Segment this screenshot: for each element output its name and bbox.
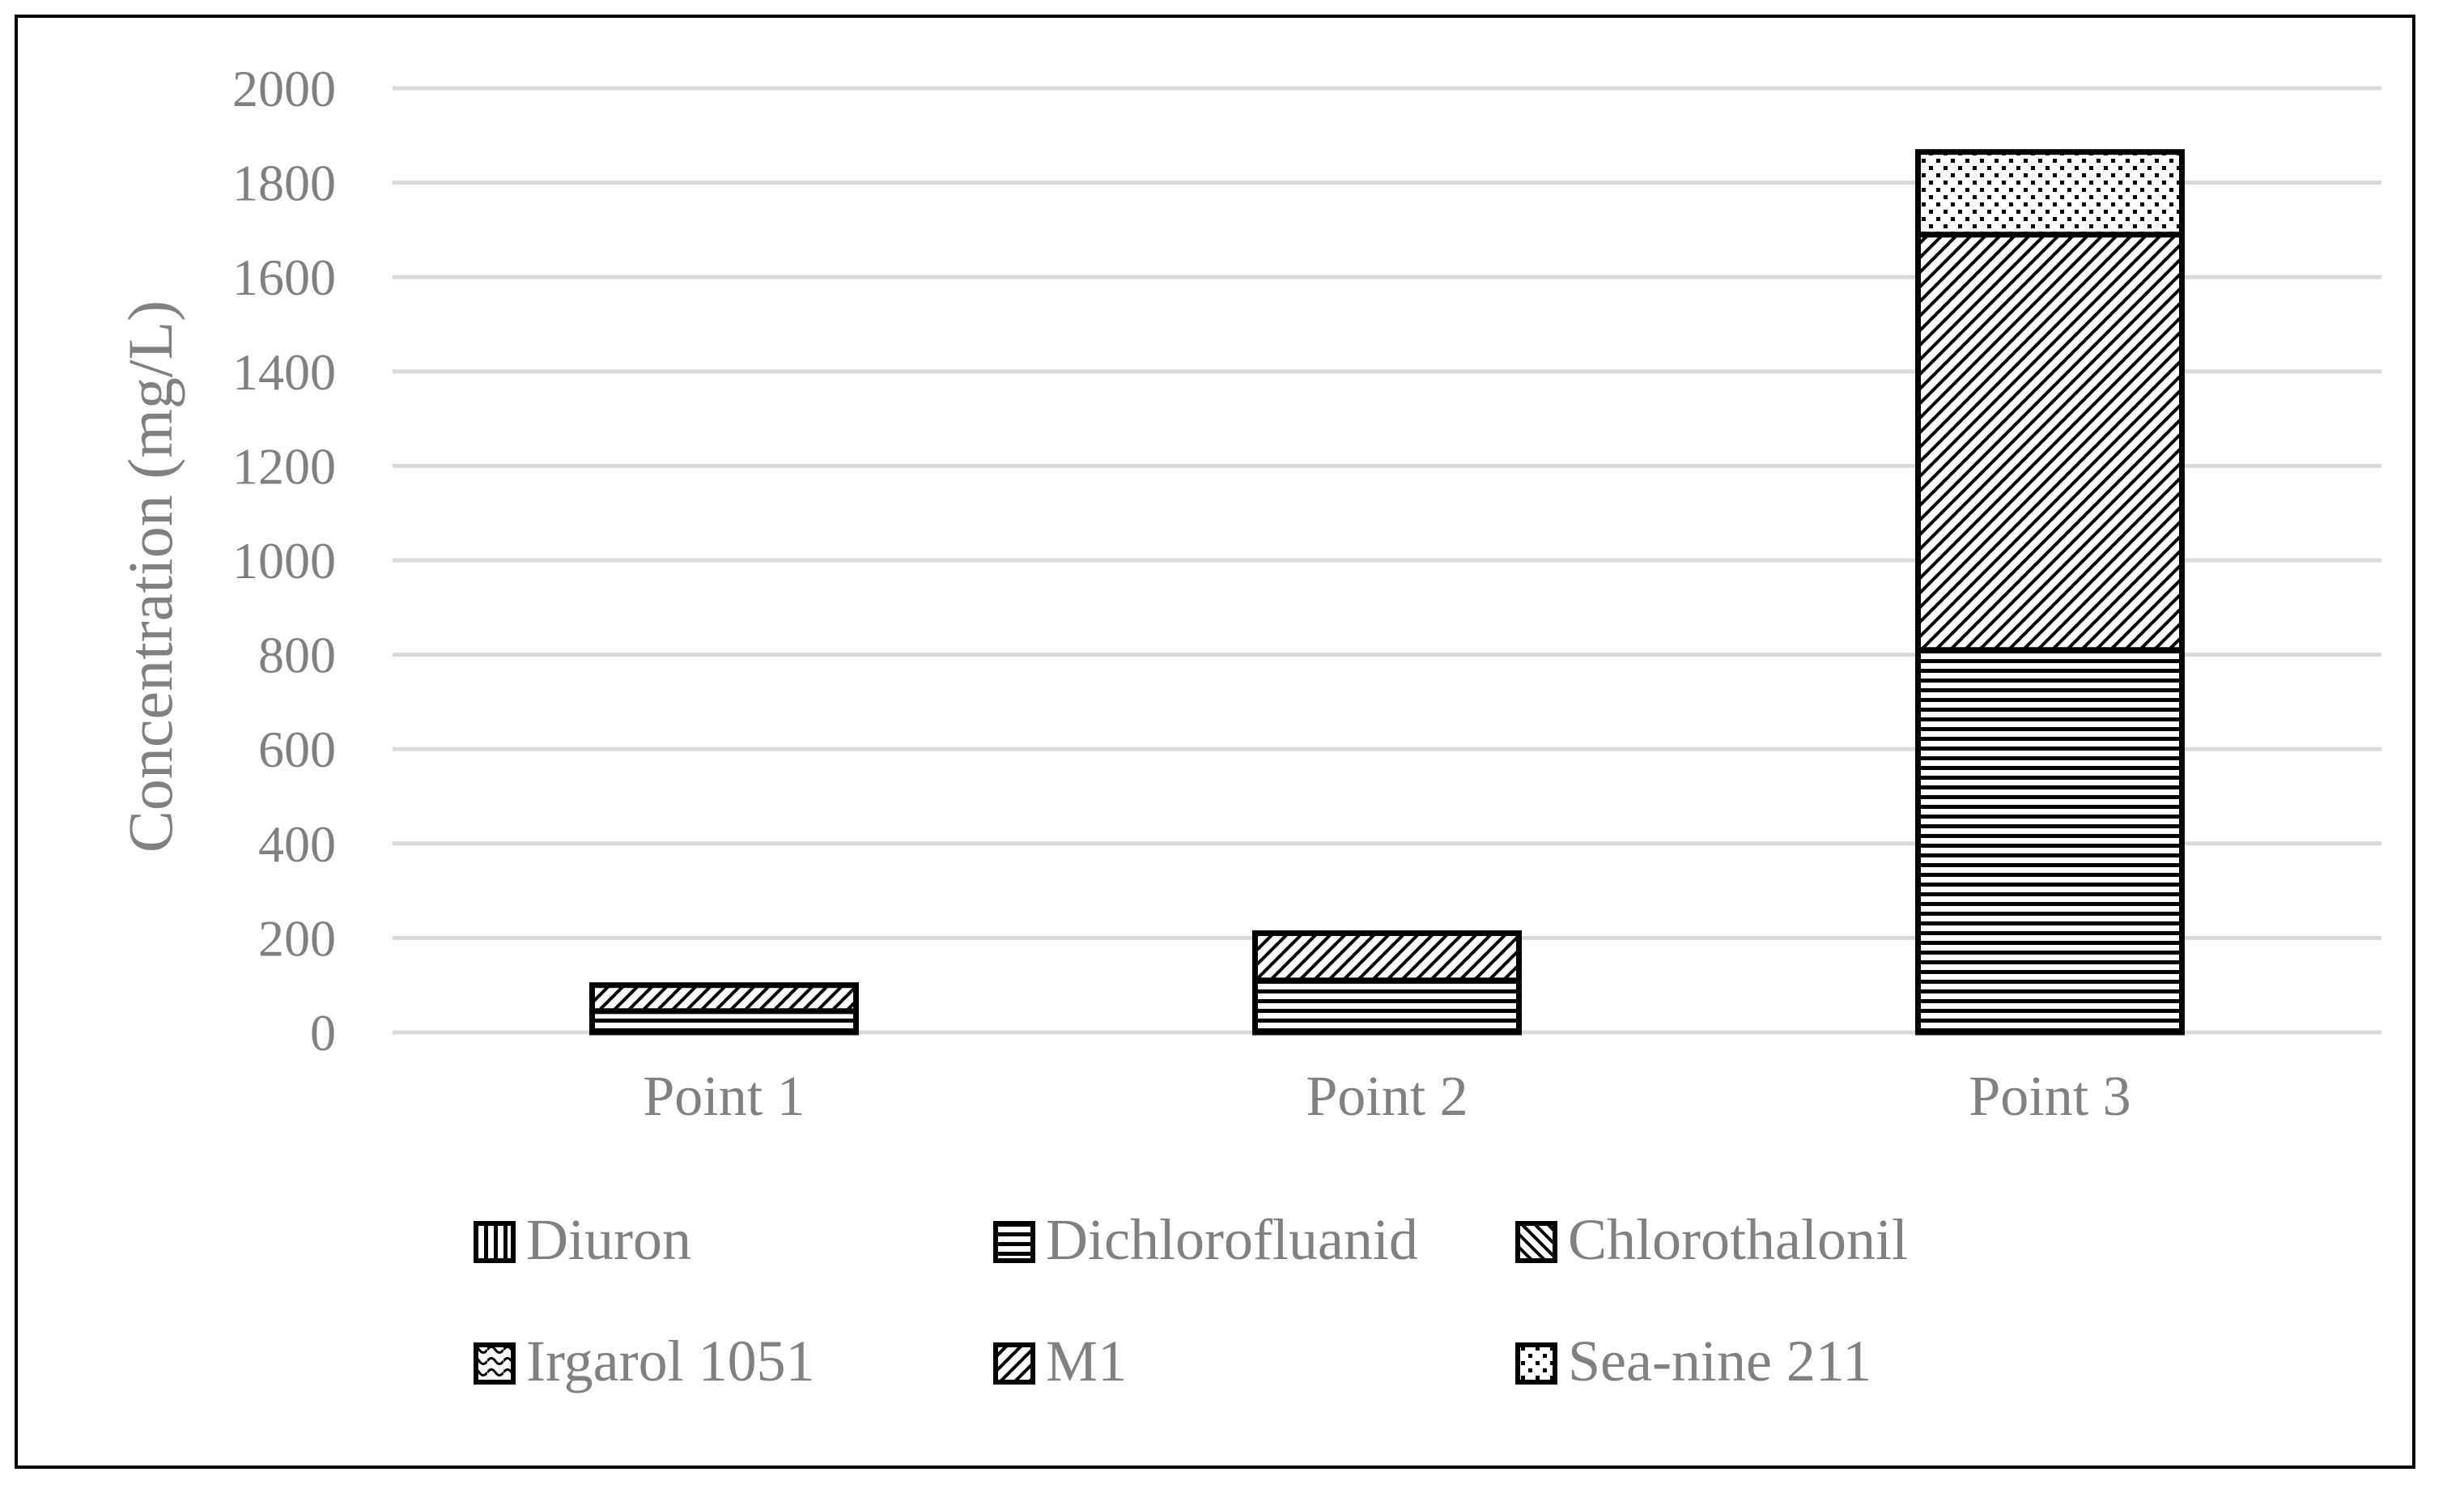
y-tick-label: 1200 bbox=[232, 437, 336, 495]
legend-swatch bbox=[474, 1342, 516, 1385]
bars bbox=[589, 149, 2185, 1036]
legend: Diuron Dichlorofluanid Chlorothalonil Irgar… bbox=[474, 1207, 1908, 1393]
bar-segment-dichlorofluanid-point-2 bbox=[1252, 977, 1522, 1036]
bar-segment-dichlorofluanid-point-3 bbox=[1915, 647, 2185, 1036]
y-tick-label: 0 bbox=[310, 1004, 336, 1061]
legend-swatch bbox=[993, 1342, 1035, 1385]
legend-label: Diuron bbox=[526, 1207, 691, 1272]
bar-segment-sea-nine-211-point-3 bbox=[1915, 149, 2185, 238]
y-axis-ticks: 0 200 400 600 800 1000 1200 1400 1600 1800 2000 bbox=[232, 60, 336, 1061]
stacked-bar-chart: 0 200 400 600 800 1000 1200 1400 1600 1800 2000 Po… bbox=[115, 60, 2381, 1393]
legend-label: Irgarol 1051 bbox=[526, 1329, 815, 1393]
x-axis-labels: Point 1 Point 2 Point 3 bbox=[643, 1066, 2131, 1128]
x-category-label: Point 3 bbox=[1969, 1066, 2131, 1128]
legend-swatch bbox=[1515, 1342, 1557, 1385]
legend-swatch bbox=[993, 1221, 1035, 1263]
legend-label: M1 bbox=[1046, 1329, 1127, 1393]
legend-label: Chlorothalonil bbox=[1568, 1207, 1908, 1272]
x-category-label: Point 2 bbox=[1306, 1066, 1468, 1128]
legend-swatch bbox=[474, 1221, 516, 1263]
y-tick-label: 1400 bbox=[232, 343, 336, 401]
x-category-label: Point 1 bbox=[643, 1066, 805, 1128]
y-tick-label: 1600 bbox=[232, 249, 336, 306]
y-tick-label: 1800 bbox=[232, 155, 336, 212]
legend-label: Sea-nine 211 bbox=[1568, 1329, 1871, 1393]
y-tick-label: 200 bbox=[258, 909, 336, 967]
legend-label: Dichlorofluanid bbox=[1046, 1207, 1418, 1272]
y-tick-label: 2000 bbox=[232, 60, 336, 117]
bar-segment-m1-point-1 bbox=[589, 982, 859, 1015]
bar-segment-m1-point-2 bbox=[1252, 930, 1522, 984]
chart-frame: 0 200 400 600 800 1000 1200 1400 1600 1800 2000 Po… bbox=[15, 15, 2415, 1469]
y-axis-title: Concentration (mg/L) bbox=[115, 300, 185, 853]
bar-segment-m1-point-3 bbox=[1915, 232, 2185, 653]
y-tick-label: 600 bbox=[258, 721, 336, 778]
bar-segment-dichlorofluanid-point-1 bbox=[589, 1008, 859, 1036]
y-tick-label: 1000 bbox=[232, 532, 336, 589]
legend-swatch bbox=[1515, 1221, 1557, 1263]
y-tick-label: 400 bbox=[258, 815, 336, 873]
y-tick-label: 800 bbox=[258, 627, 336, 684]
